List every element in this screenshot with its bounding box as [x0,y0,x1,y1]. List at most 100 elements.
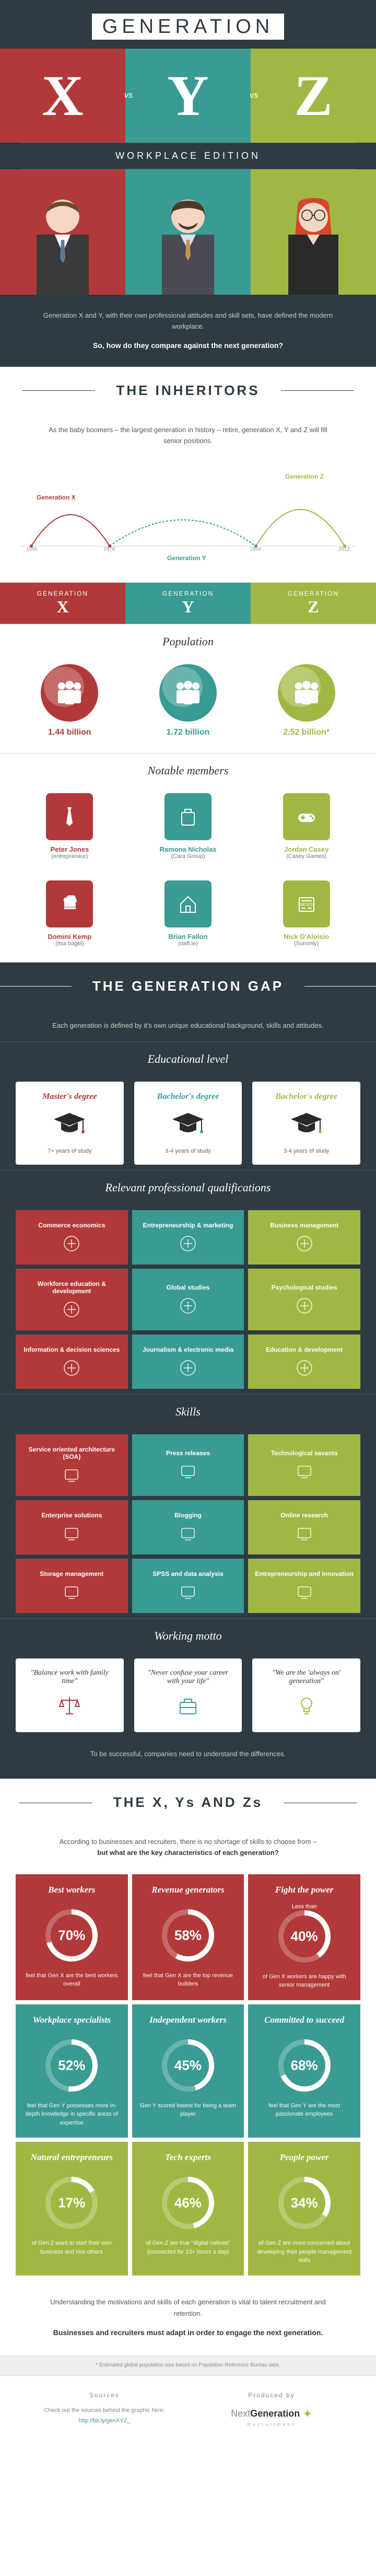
trait-cell: Independent workers 45% Gen Y scored low… [132,2004,244,2138]
person-z [251,169,376,295]
xyzs-sub: According to businesses and recruiters, … [0,1826,376,1869]
pct-ring: 52% [43,2037,100,2094]
skill-icon [62,1524,81,1543]
qual-icon [179,1359,197,1377]
pct-ring: 68% [276,2037,333,2094]
motto-item: "We are the 'always on' generation" [252,1658,360,1732]
skill-cell: Online research [248,1500,360,1554]
person-y [125,169,251,295]
news-icon: NEWS [283,880,330,927]
qual-cell: Education & development [248,1335,360,1389]
population-row: 1.44 billion1.72 billion2.52 billion* [0,659,376,753]
qual-cell: Entrepreneurship & marketing [132,1210,244,1264]
qual-cell: Business management [248,1210,360,1264]
notable-item: NEWSNick D'Aloisio(Summly) [252,880,360,947]
qual-icon [179,1296,197,1315]
inheritors-sub: As the baby boomers – the largest genera… [0,414,376,457]
gen-labels: GENERATIONXGENERATIONYGENERATIONZ [0,583,376,624]
trait-cell: Workplace specialists 52% feel that Gen … [16,2004,128,2138]
qual-cell: Journalism & electronic media [132,1335,244,1389]
pop-circle-icon [278,664,335,722]
sources-link[interactable]: http://bit.ly/genXYZ_ [21,2418,188,2424]
letter-z: Z [294,63,332,129]
qual-icon [295,1296,314,1315]
qual-grid: Commerce economicsEntrepreneurship & mar… [0,1205,376,1394]
skill-icon [179,1583,197,1602]
gap-section: THE GENERATION GAP Each generation is de… [0,962,376,1779]
intro-question: So, how do they compare against the next… [31,340,345,351]
skill-icon [62,1583,81,1602]
year: 1994 [250,547,261,552]
qual-icon [62,1234,81,1253]
skill-cell: Enterprise solutions [16,1500,128,1554]
sources-text: Check out the sources behind the graphic… [21,2407,188,2413]
qual-title: Relevant professional qualifications [0,1170,376,1205]
edu-item: Bachelor's degree3-4 years of study [134,1082,242,1165]
footer-sources: Sources Check out the sources behind the… [21,2392,188,2427]
skill-icon [295,1583,314,1602]
pct-ring: 70% [43,1907,100,1964]
skill-icon [179,1462,197,1481]
qual-cell: Psychological studies [248,1269,360,1330]
notable-row2: Domini Kemp(itsa bagel)Brian Fallon(daft… [0,875,376,962]
skill-cell: SPSS and data analysis [132,1559,244,1613]
banner-text: THE INHERITORS [95,377,280,404]
generation-timeline-chart: Generation X Generation Y Generation Z 1… [21,462,355,567]
vs-1: vs [124,91,133,100]
population-title: Population [0,624,376,659]
year: 1976 [103,547,115,552]
gen-label: GENERATIONX [0,583,125,624]
final-2: Businesses and recruiters must adapt in … [37,2327,339,2339]
footnote: * Estimated global population size based… [0,2355,376,2375]
intro-text: Generation X and Y, with their own profe… [0,295,376,367]
pop-circle-icon [159,664,217,722]
letter-x: X [42,63,83,129]
xyzs-section: THE X, Ys AND Zs According to businesses… [0,1779,376,2355]
skill-cell: Technological savants [248,1434,360,1496]
qual-cell: Global studies [132,1269,244,1330]
qual-icon [62,1300,81,1319]
trait-cell: Committed to succeed 68% feel that Gen Y… [248,2004,360,2138]
svg-text:NEWS: NEWS [300,902,313,907]
chart-label-z: Generation Z [285,473,324,480]
chart-label-x: Generation X [37,494,76,501]
gen-label: GENERATIONZ [251,583,376,624]
sub-b: but what are the key characteristics of … [97,1849,279,1856]
trait-cell: Tech experts 46% of Gen Z are true "digi… [132,2142,244,2276]
woman-z-icon [277,190,350,295]
gap-sub: Each generation is defined by it's own u… [0,1010,376,1042]
pop-item: 1.72 billion [134,664,242,737]
notable-item: Domini Kemp(itsa bagel) [16,880,124,947]
person-x [0,169,125,295]
gap-footer: To be successful, companies need to unde… [0,1737,376,1763]
pct-ring: 34% [276,2174,333,2232]
edu-title: Educational level [0,1041,376,1076]
skill-cell: Entrepreneurship and innovation [248,1559,360,1613]
col-z: Z [251,49,376,143]
skill-cell: Blogging [132,1500,244,1554]
man-x-icon [26,190,99,295]
final-text: Understanding the motivations and skills… [0,2281,376,2355]
inheritors-banner: THE INHERITORS [0,367,376,414]
subtitle: WORKPLACE EDITION [21,143,355,169]
house-icon [164,880,212,927]
col-x: Xvs [0,49,125,143]
nextgen-logo: NextGeneration ✦ Recruitment [188,2407,355,2427]
qual-cell: Information & decision sciences [16,1335,128,1389]
notable-title: Notable members [0,753,376,788]
sub-a: According to businesses and recruiters, … [60,1838,317,1846]
gen-label: GENERATIONY [125,583,251,624]
pct-ring: 58% [159,1907,217,1964]
produced-heading: Produced by [188,2392,355,2399]
pop-item: 1.44 billion [16,664,124,737]
graduation-cap-icon [167,1109,209,1138]
edu-row: Master's degree7+ years of studyBachelor… [0,1076,376,1170]
col-y: Yvs [125,49,251,143]
year: 2012 [338,547,350,552]
final-1: Understanding the motivations and skills… [50,2298,326,2317]
letter-y: Y [167,63,208,129]
xyzs-banner: THE X, Ys AND Zs [0,1779,376,1826]
pct-ring: 45% [159,2037,217,2094]
header: GENERATION Xvs Yvs Z WORKPLACE EDITION [0,0,376,295]
skill-cell: Storage management [16,1559,128,1613]
